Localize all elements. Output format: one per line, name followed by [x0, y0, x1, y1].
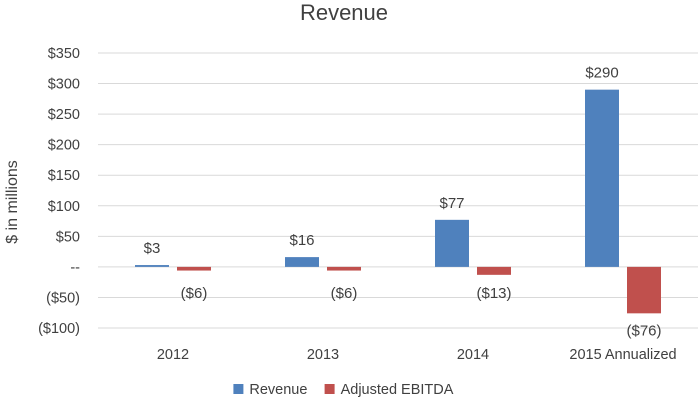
revenue-bar [135, 265, 169, 267]
y-tick-label: $350 [48, 46, 80, 62]
y-axis-title: $ in millions [4, 160, 21, 244]
ebitda-data-label: ($13) [476, 285, 511, 302]
revenue-bar [285, 257, 319, 267]
legend-label-ebitda: Adjusted EBITDA [341, 382, 454, 398]
y-tick-label: $200 [48, 138, 80, 154]
revenue-bar [435, 219, 469, 267]
x-axis-ticks: 2012 2013 2014 2015 Annualized [157, 347, 677, 363]
y-tick-label: $100 [48, 199, 80, 215]
legend-swatch-revenue [233, 384, 244, 394]
ebitda-data-label: ($6) [331, 285, 358, 302]
ebitda-bar [627, 266, 661, 314]
y-tick-label: $250 [48, 107, 80, 123]
legend-swatch-ebitda [324, 384, 335, 394]
ebitda-data-label: ($6) [181, 285, 208, 302]
y-tick-label: ($50) [46, 290, 80, 306]
y-tick-label: $50 [56, 229, 80, 245]
y-tick-label: $150 [48, 168, 80, 184]
y-axis-ticks: $350 $300 $250 $200 $150 $100 $50 -- ($50) ($100) [38, 46, 80, 337]
x-tick-label: 2012 [157, 347, 189, 363]
revenue-data-label: $77 [439, 195, 464, 212]
legend: Revenue Adjusted EBITDA [233, 382, 454, 398]
y-tick-label: -- [70, 260, 80, 276]
ebitda-bar [177, 266, 211, 271]
legend-label-revenue: Revenue [249, 382, 307, 398]
chart-title: Revenue [300, 0, 388, 25]
revenue-bar [585, 89, 619, 267]
data-labels: $3 ($6) $16 ($6) $77 ($13) $290 ($76) [144, 65, 662, 340]
revenue-data-label: $290 [585, 65, 618, 82]
revenue-data-label: $16 [289, 232, 314, 249]
revenue-data-label: $3 [144, 240, 161, 257]
ebitda-bar [477, 266, 511, 275]
x-tick-label: 2015 Annualized [569, 347, 676, 363]
ebitda-bar [327, 266, 361, 271]
y-tick-label: ($100) [38, 321, 80, 337]
y-tick-label: $300 [48, 77, 80, 93]
ebitda-data-label: ($76) [626, 322, 661, 339]
bars [135, 89, 661, 314]
x-tick-label: 2013 [307, 347, 339, 363]
x-tick-label: 2014 [457, 347, 489, 363]
gridlines [98, 52, 698, 329]
